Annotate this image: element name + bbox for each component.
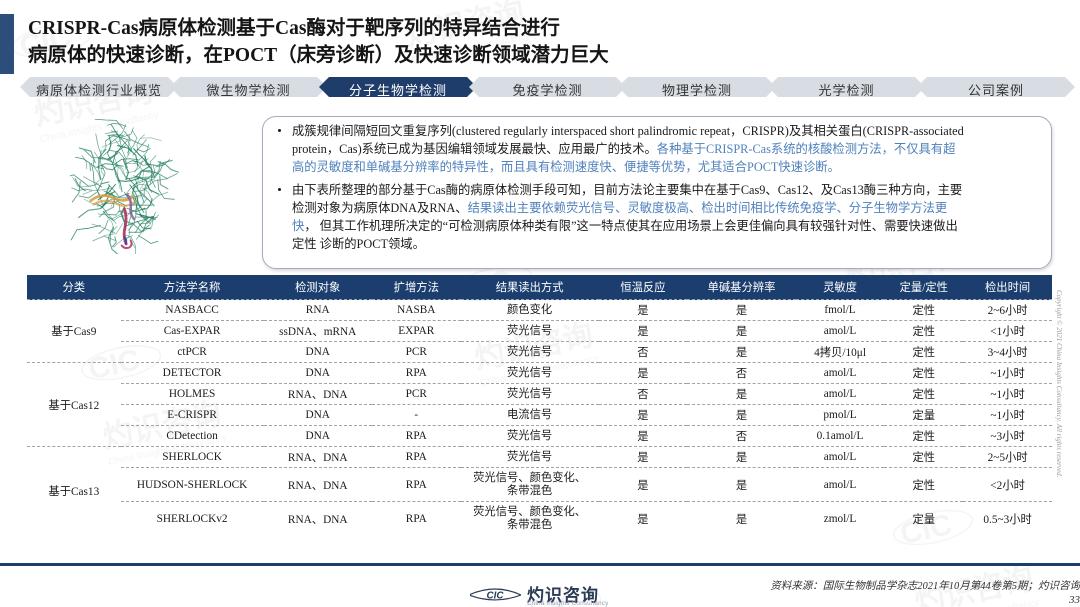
- svg-text:CIC: CIC: [486, 591, 504, 602]
